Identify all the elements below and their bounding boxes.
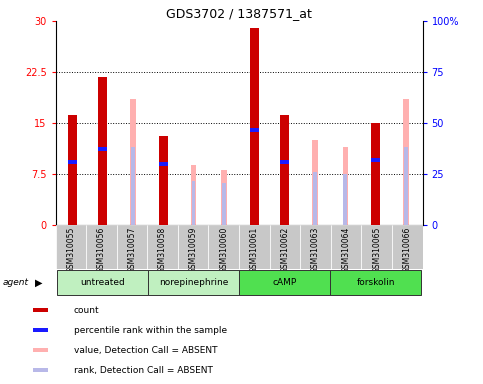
- Text: GSM310065: GSM310065: [372, 227, 381, 273]
- Bar: [392, 225, 423, 269]
- Bar: [404, 147, 408, 225]
- Text: GSM310062: GSM310062: [281, 227, 289, 273]
- Bar: [361, 225, 392, 269]
- Bar: [280, 115, 289, 225]
- Bar: [270, 225, 300, 269]
- Text: untreated: untreated: [80, 278, 125, 287]
- Bar: [159, 136, 168, 225]
- Bar: [343, 174, 347, 225]
- Text: rank, Detection Call = ABSENT: rank, Detection Call = ABSENT: [73, 366, 213, 375]
- Text: GSM310060: GSM310060: [219, 227, 228, 273]
- Bar: [68, 159, 77, 164]
- Bar: [148, 270, 239, 295]
- Bar: [342, 147, 348, 225]
- Bar: [56, 225, 86, 269]
- Text: GSM310064: GSM310064: [341, 227, 351, 273]
- Text: agent: agent: [2, 278, 28, 287]
- Text: cAMP: cAMP: [272, 278, 297, 287]
- Bar: [130, 99, 136, 225]
- Bar: [312, 140, 318, 225]
- Bar: [331, 225, 361, 269]
- Bar: [131, 147, 135, 225]
- Bar: [239, 270, 330, 295]
- Bar: [191, 165, 196, 225]
- Bar: [371, 123, 380, 225]
- Bar: [280, 159, 289, 164]
- Text: GSM310059: GSM310059: [189, 227, 198, 273]
- Bar: [98, 147, 107, 151]
- Bar: [222, 182, 226, 225]
- Text: forskolin: forskolin: [356, 278, 395, 287]
- Text: GSM310057: GSM310057: [128, 227, 137, 273]
- Text: count: count: [73, 306, 99, 315]
- Text: GSM310063: GSM310063: [311, 227, 320, 273]
- Bar: [178, 225, 209, 269]
- Bar: [117, 225, 147, 269]
- Bar: [209, 225, 239, 269]
- Bar: [221, 170, 227, 225]
- Bar: [300, 225, 331, 269]
- Text: value, Detection Call = ABSENT: value, Detection Call = ABSENT: [73, 346, 217, 355]
- Bar: [313, 172, 317, 225]
- Text: GSM310055: GSM310055: [66, 227, 75, 273]
- Bar: [86, 225, 117, 269]
- Bar: [33, 368, 48, 372]
- Bar: [68, 115, 77, 225]
- Text: ▶: ▶: [35, 278, 43, 288]
- Bar: [33, 308, 48, 313]
- Bar: [57, 270, 148, 295]
- Bar: [250, 127, 259, 132]
- Bar: [330, 270, 421, 295]
- Title: GDS3702 / 1387571_at: GDS3702 / 1387571_at: [166, 7, 312, 20]
- Text: GSM310058: GSM310058: [158, 227, 167, 273]
- Text: percentile rank within the sample: percentile rank within the sample: [73, 326, 227, 335]
- Bar: [33, 328, 48, 333]
- Text: norepinephrine: norepinephrine: [159, 278, 228, 287]
- Bar: [147, 225, 178, 269]
- Bar: [192, 180, 196, 225]
- Bar: [250, 28, 259, 225]
- Text: GSM310056: GSM310056: [97, 227, 106, 273]
- Bar: [371, 158, 380, 162]
- Text: GSM310061: GSM310061: [250, 227, 259, 273]
- Text: GSM310066: GSM310066: [403, 227, 412, 273]
- Bar: [403, 99, 409, 225]
- Bar: [159, 162, 168, 166]
- Bar: [33, 348, 48, 353]
- Bar: [98, 77, 107, 225]
- Bar: [239, 225, 270, 269]
